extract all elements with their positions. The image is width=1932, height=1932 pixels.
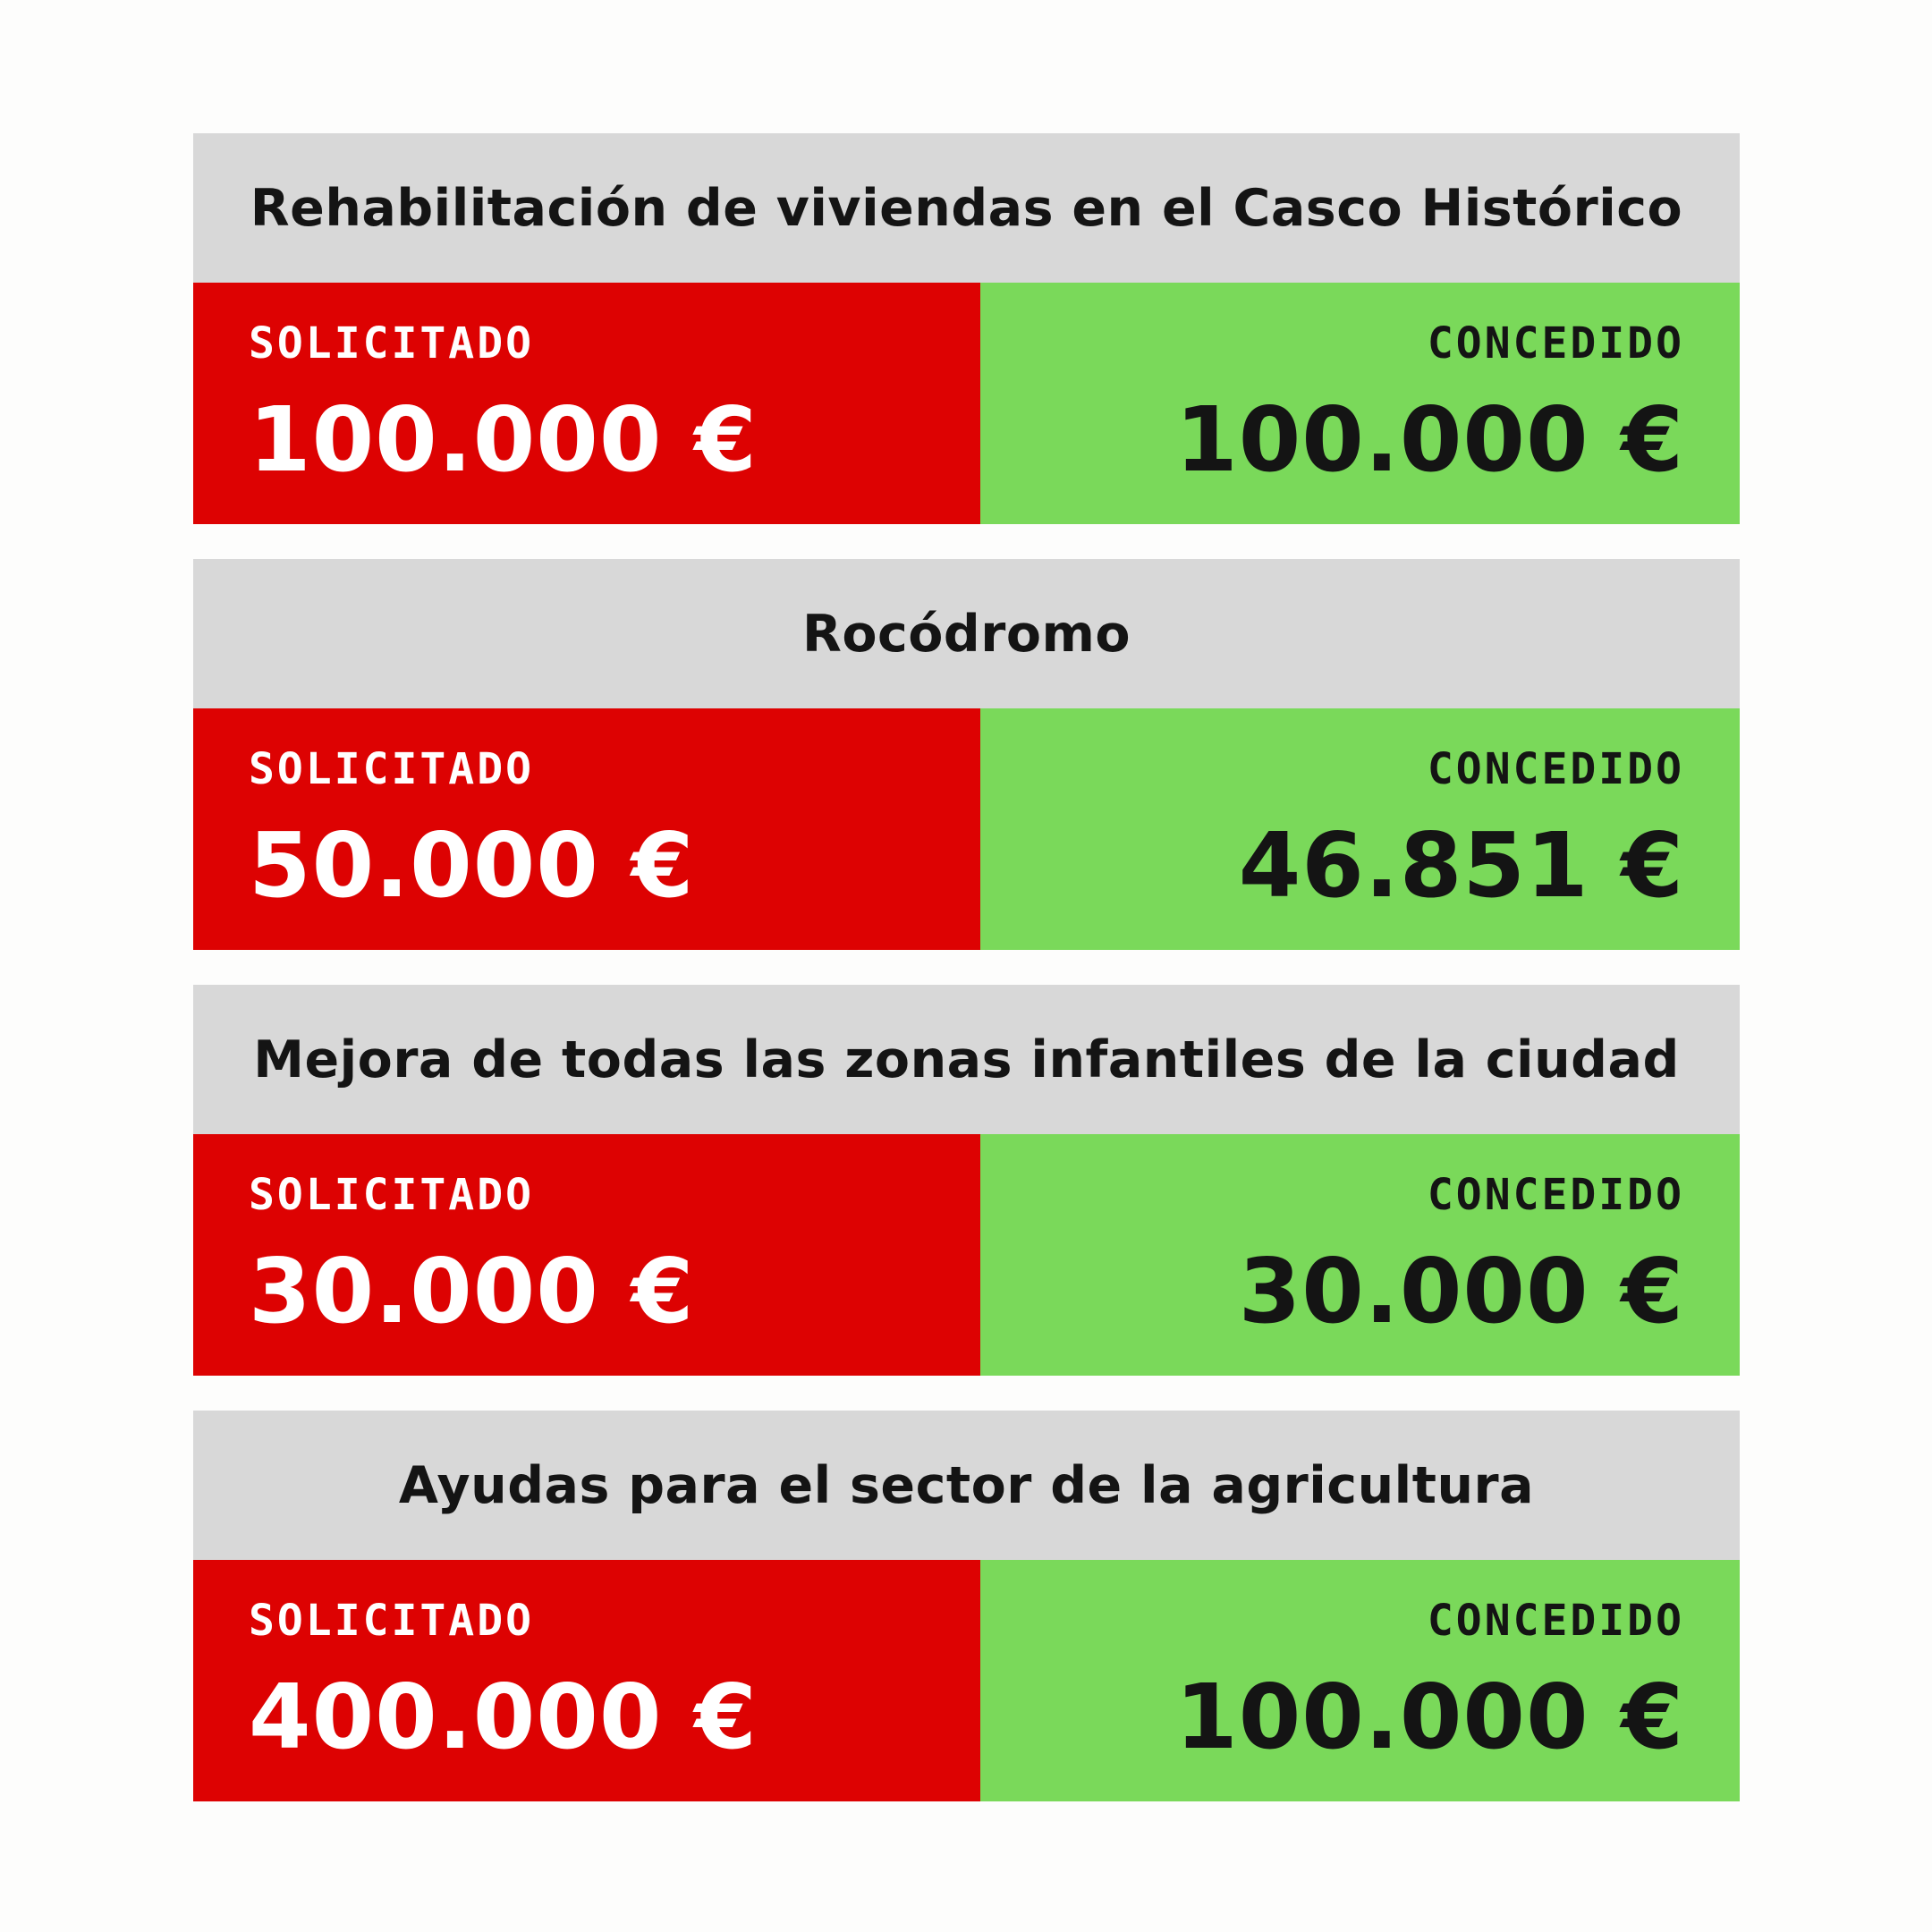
amounts-row: SOLICITADO 400.000 € CONCEDIDO 100.000 € — [193, 1560, 1740, 1801]
requested-label: SOLICITADO — [249, 1170, 534, 1220]
granted-panel: CONCEDIDO 46.851 € — [980, 708, 1740, 950]
project-title-bar: Rehabilitación de viviendas en el Casco … — [193, 133, 1740, 283]
project-card: Ayudas para el sector de la agricultura … — [193, 1411, 1740, 1801]
project-title-bar: Ayudas para el sector de la agricultura — [193, 1411, 1740, 1560]
granted-label: CONCEDIDO — [1427, 1170, 1684, 1220]
project-title: Mejora de todas las zonas infantiles de … — [253, 1030, 1680, 1089]
requested-panel: SOLICITADO 100.000 € — [193, 283, 981, 524]
requested-label: SOLICITADO — [249, 1596, 534, 1646]
project-cards-list: Rehabilitación de viviendas en el Casco … — [193, 133, 1740, 1801]
granted-amount: 100.000 € — [1175, 1665, 1684, 1769]
requested-panel: SOLICITADO 50.000 € — [193, 708, 981, 950]
granted-amount: 46.851 € — [1238, 813, 1684, 918]
requested-amount: 30.000 € — [249, 1239, 695, 1343]
granted-label: CONCEDIDO — [1427, 744, 1684, 794]
granted-amount: 30.000 € — [1238, 1239, 1684, 1343]
granted-label: CONCEDIDO — [1427, 318, 1684, 369]
granted-label: CONCEDIDO — [1427, 1596, 1684, 1646]
project-title-bar: Mejora de todas las zonas infantiles de … — [193, 985, 1740, 1134]
requested-amount: 50.000 € — [249, 813, 695, 918]
project-card: Mejora de todas las zonas infantiles de … — [193, 985, 1740, 1376]
project-card: Rehabilitación de viviendas en el Casco … — [193, 133, 1740, 524]
amounts-row: SOLICITADO 50.000 € CONCEDIDO 46.851 € — [193, 708, 1740, 950]
granted-amount: 100.000 € — [1175, 387, 1684, 492]
project-title: Rehabilitación de viviendas en el Casco … — [250, 178, 1683, 238]
requested-label: SOLICITADO — [249, 318, 534, 369]
requested-amount: 400.000 € — [249, 1665, 758, 1769]
requested-label: SOLICITADO — [249, 744, 534, 794]
project-title: Ayudas para el sector de la agricultura — [398, 1455, 1535, 1515]
project-title-bar: Rocódromo — [193, 559, 1740, 708]
amounts-row: SOLICITADO 100.000 € CONCEDIDO 100.000 € — [193, 283, 1740, 524]
granted-panel: CONCEDIDO 30.000 € — [980, 1134, 1740, 1376]
project-title: Rocódromo — [801, 604, 1131, 664]
requested-amount: 100.000 € — [249, 387, 758, 492]
granted-panel: CONCEDIDO 100.000 € — [980, 283, 1740, 524]
granted-panel: CONCEDIDO 100.000 € — [980, 1560, 1740, 1801]
project-card: Rocódromo SOLICITADO 50.000 € CONCEDIDO … — [193, 559, 1740, 950]
amounts-row: SOLICITADO 30.000 € CONCEDIDO 30.000 € — [193, 1134, 1740, 1376]
requested-panel: SOLICITADO 400.000 € — [193, 1560, 981, 1801]
requested-panel: SOLICITADO 30.000 € — [193, 1134, 981, 1376]
